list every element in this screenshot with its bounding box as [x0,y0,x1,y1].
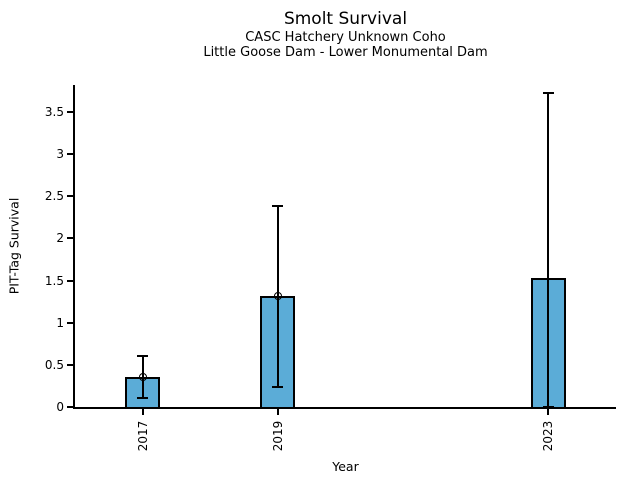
x-tick-label: 2019 [270,420,285,452]
point-marker [138,372,147,381]
y-tick-label: 0.5 [44,357,64,372]
chart-title: Smolt Survival [283,9,408,29]
x-axis-label: Year [332,459,359,474]
y-tick-mark [67,406,73,408]
chart-subtitle-line1: CASC Hatchery Unknown Coho [245,30,446,45]
error-bar-cap-bottom [542,406,554,408]
x-tick-mark [276,409,279,415]
error-bar-cap-top [542,91,554,94]
error-bar-cap-bottom [272,385,284,388]
y-tick-label: 2 [56,231,64,246]
x-tick-label: 2017 [135,420,150,452]
y-tick-label: 0 [56,400,64,414]
error-bar-cap-top [137,355,149,358]
x-axis-line [73,407,616,409]
y-tick-mark [67,363,73,366]
y-tick-mark [67,321,73,324]
y-tick-mark [67,279,73,282]
error-bar-line [547,92,550,407]
x-tick-mark [141,409,144,415]
y-tick-mark [67,237,73,240]
y-tick-mark [67,195,73,198]
y-tick-label: 2.5 [44,189,64,204]
error-bar-cap-top [272,205,284,208]
y-tick-label: 3.5 [44,104,64,119]
x-tick-mark [547,409,550,415]
error-bar-cap-bottom [137,396,149,399]
chart-subtitle-line2: Little Goose Dam - Lower Monumental Dam [203,45,488,60]
y-tick-label: 1 [56,315,64,330]
y-tick-label: 3 [56,147,64,162]
y-tick-mark [67,110,73,113]
y-axis-line [73,85,75,409]
point-marker [273,291,282,300]
y-tick-mark [67,153,73,156]
x-tick-label: 2023 [541,420,556,452]
y-tick-label: 1.5 [44,273,64,288]
